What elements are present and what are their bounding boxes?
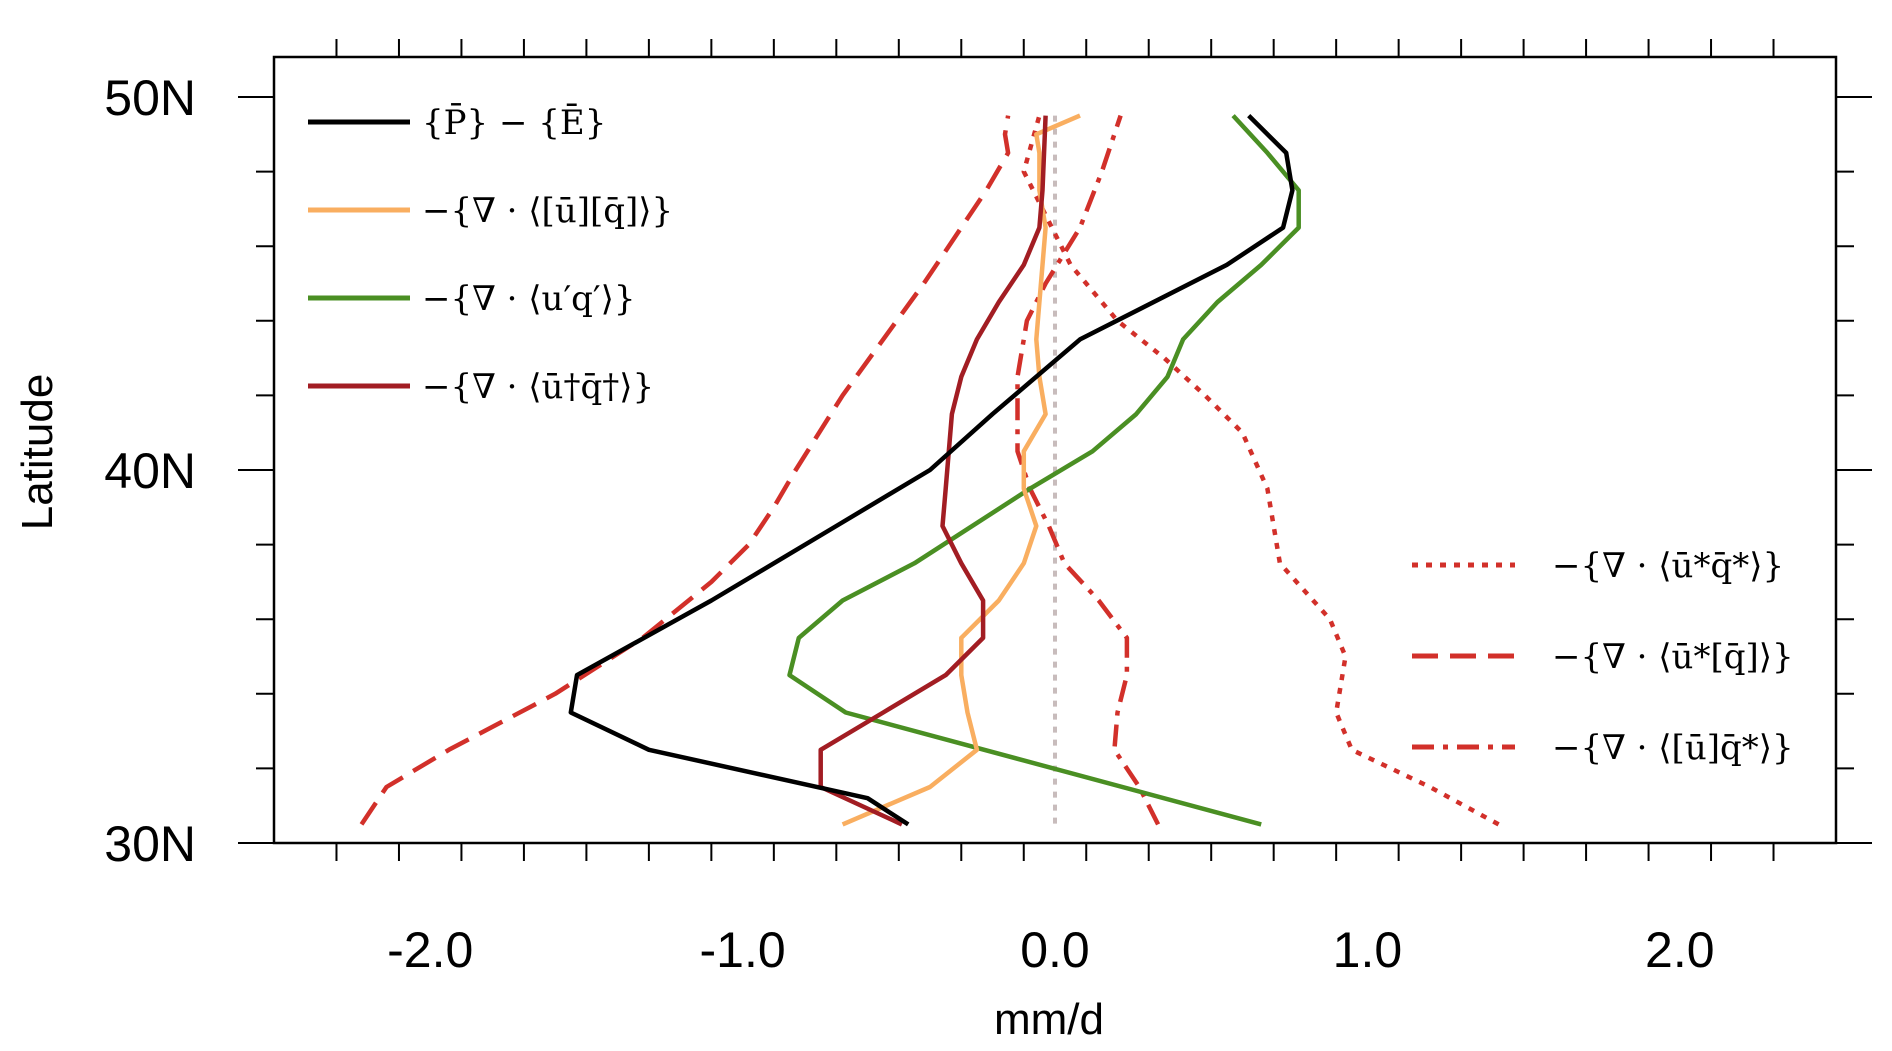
- legend-label: −{∇ · ⟨ū*q̄*⟩}: [1552, 546, 1784, 586]
- series-line-5: [1021, 114, 1500, 827]
- legend-label: −{∇ · ⟨u′q′⟩}: [422, 279, 636, 319]
- legend-label: −{∇ · ⟨ū†q̄†⟩}: [422, 367, 654, 407]
- y-tick-label: 40N: [104, 443, 196, 499]
- series-line-7: [1015, 114, 1161, 826]
- legend-label: {P̄} − {Ē}: [422, 102, 606, 143]
- x-tick-label: 0.0: [1020, 922, 1090, 978]
- x-tick-labels: -2.0 -1.0 0.0 1.0 2.0: [387, 922, 1714, 978]
- series-line-3: [787, 114, 1301, 827]
- legend-top-left: {P̄} − {Ē} −{∇ · ⟨[ū][q̄]⟩} −{∇ · ⟨u′q′⟩} −…: [308, 102, 673, 407]
- plot-frame: [272, 55, 1838, 845]
- x-tick-label: -2.0: [387, 922, 473, 978]
- x-tick-label: -1.0: [700, 922, 786, 978]
- x-axis-title: mm/d: [994, 995, 1104, 1044]
- y-axis-title: Latitude: [13, 374, 62, 531]
- y-tick-labels: 30N 40N 50N: [104, 70, 196, 872]
- y-tick-label: 50N: [104, 70, 196, 126]
- legend-label: −{∇ · ⟨[ū][q̄]⟩}: [422, 191, 673, 231]
- x-tick-label: 1.0: [1333, 922, 1403, 978]
- series-line-4: [818, 115, 1048, 827]
- series-line-6: [359, 115, 1011, 826]
- legend-label: −{∇ · ⟨ū*[q̄]⟩}: [1552, 637, 1794, 677]
- series-line-1: [568, 114, 1295, 827]
- axis-ticks: [238, 39, 1872, 861]
- legend-bottom-right: −{∇ · ⟨ū*q̄*⟩} −{∇ · ⟨ū*[q̄]⟩} −{∇ · ⟨[ū]q…: [1412, 546, 1794, 768]
- series-layer: [359, 113, 1500, 827]
- y-tick-label: 30N: [104, 816, 196, 872]
- legend-label: −{∇ · ⟨[ū]q̄*⟩}: [1552, 728, 1794, 768]
- x-tick-label: 2.0: [1645, 922, 1715, 978]
